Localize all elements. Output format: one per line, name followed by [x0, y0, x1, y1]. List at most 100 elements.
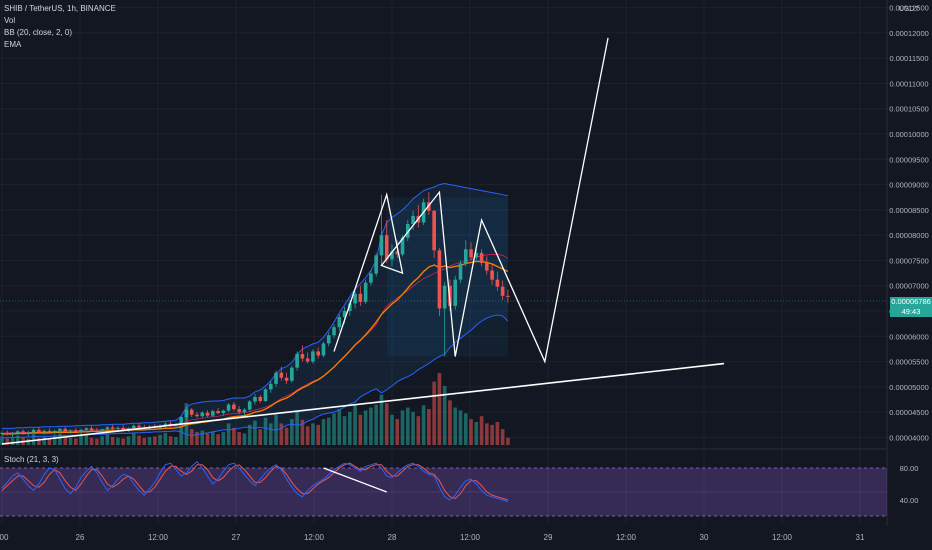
candle-body	[211, 411, 215, 416]
volume-bar	[258, 429, 263, 445]
candle-body	[26, 432, 31, 434]
price-tick: 0.00010500	[889, 105, 929, 114]
volume-bar	[405, 407, 410, 445]
candle-body	[290, 367, 294, 381]
volume-bar	[395, 419, 400, 445]
grid-lines	[0, 0, 888, 550]
volume-bar	[147, 437, 152, 445]
volume-bar	[374, 404, 378, 445]
volume-bar	[442, 385, 447, 445]
candle-body	[121, 427, 126, 430]
candle-body	[242, 409, 247, 413]
price-tick: 0.00009000	[889, 181, 929, 190]
candle-body	[363, 282, 368, 302]
candle-body	[295, 353, 299, 368]
volume-bar	[369, 407, 373, 445]
legend-ema[interactable]: EMA	[4, 40, 22, 49]
time-tick: 30	[700, 533, 709, 542]
candle-body	[31, 429, 36, 433]
volume-bar	[200, 430, 205, 445]
time-tick: 12:00	[460, 533, 481, 542]
user-drawings[interactable]	[1, 37, 725, 445]
volume-bar	[416, 416, 421, 445]
candle-body	[5, 432, 10, 435]
legend-vol[interactable]: Vol	[4, 16, 16, 25]
price-tick: 0.00004500	[889, 408, 929, 417]
candle-body	[163, 423, 168, 426]
axis-currency: USDT	[899, 4, 920, 13]
volume-bar	[290, 419, 294, 445]
candle-body	[400, 237, 405, 255]
candle-body	[395, 251, 400, 255]
price-tick: 0.00005500	[889, 358, 929, 367]
volume-bar	[174, 437, 178, 445]
legend-bb[interactable]: BB (20, close, 2, 0)	[4, 28, 73, 37]
candle-body	[321, 343, 326, 356]
volume-bar	[100, 436, 104, 445]
price-tick: 0.00010000	[889, 130, 929, 139]
volume-bar	[163, 432, 168, 445]
candle-body	[37, 429, 41, 432]
legend-symbol[interactable]: SHIB / TetherUS, 1h, BINANCE	[4, 4, 116, 13]
volume-bar	[495, 421, 500, 445]
price-tick: 0.00009500	[889, 155, 929, 164]
stoch-legend[interactable]: Stoch (21, 3, 3)	[4, 455, 59, 464]
time-tick: 26	[76, 533, 85, 542]
price-tick: 0.00008000	[889, 231, 929, 240]
candle-body	[463, 249, 468, 264]
price-tick: 0.00008500	[889, 206, 929, 215]
stoch-axis-tick: 40.00	[900, 496, 919, 505]
candle-body	[268, 383, 273, 390]
candle-body	[358, 293, 363, 302]
volume-bar	[326, 417, 331, 445]
candle-body	[253, 396, 257, 402]
volume-bar	[79, 435, 83, 445]
candle-body	[495, 279, 500, 287]
candle-body	[474, 252, 479, 258]
stoch-axis-tick: 80.00	[900, 464, 919, 473]
price-tick: 0.00006000	[889, 332, 929, 341]
time-tick: 27	[232, 533, 241, 542]
volume-bar	[216, 434, 220, 445]
volume-bar	[31, 434, 36, 445]
candle-body	[73, 430, 78, 432]
volume-bar	[337, 409, 342, 445]
candle-body	[58, 428, 62, 431]
candle-body	[126, 428, 131, 430]
candle-body	[316, 351, 320, 356]
volume-bar	[137, 435, 141, 445]
volume-bar	[384, 403, 389, 445]
volume-bar	[448, 400, 452, 445]
volume-bar	[10, 437, 15, 445]
volume-bar	[421, 405, 426, 445]
candle-body	[263, 389, 268, 402]
candle-body	[68, 430, 73, 432]
candle-body	[379, 235, 384, 256]
volume-bar	[279, 423, 284, 445]
candle-body	[411, 215, 415, 225]
volume-bar	[179, 421, 183, 445]
volume-bar	[311, 423, 315, 445]
volume-bar	[437, 373, 442, 445]
volume-bar	[142, 437, 147, 445]
candle-body	[337, 317, 342, 328]
candle-body	[95, 430, 99, 432]
candle-body	[184, 409, 189, 418]
candle-body	[84, 428, 89, 430]
time-axis[interactable]: 00 26 12:00 27 12:00 28 12:00 29 12:00 30 12:00 31	[0, 526, 932, 550]
volume-bar	[300, 419, 305, 445]
volume-bar	[400, 410, 405, 445]
volume-bar	[316, 424, 320, 445]
volume-bar	[321, 419, 326, 445]
candle-body	[137, 425, 141, 428]
bb-upper-line	[2, 183, 509, 429]
volume-bar	[105, 434, 110, 445]
candle-body	[453, 279, 458, 306]
volume-bar	[268, 423, 273, 445]
candle-body	[189, 409, 194, 415]
candle-body	[216, 411, 220, 414]
candle-body	[485, 262, 489, 271]
volume-bar	[205, 433, 210, 445]
